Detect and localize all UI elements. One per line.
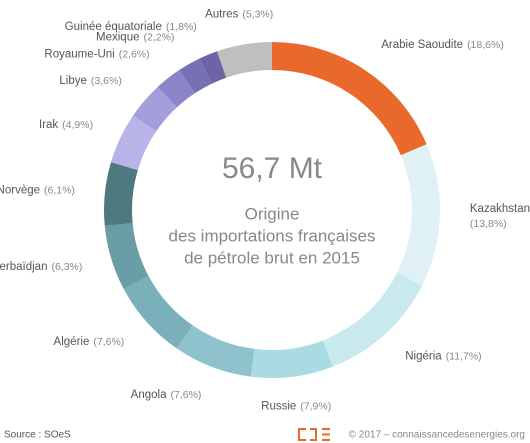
category-name: Arabie Saoudite <box>381 39 463 51</box>
slice-label: Russie (7,9%) <box>261 400 331 412</box>
category-name: Guinée équatoriale <box>65 21 162 33</box>
category-name: Algérie <box>54 336 90 348</box>
slice-label: Irak (4,9%) <box>39 119 93 131</box>
slice-label: Guinée équatoriale (1,8%) <box>65 21 197 33</box>
center-title: Origine <box>245 204 300 223</box>
category-name: Mexique <box>96 32 139 44</box>
value-label: (1,8%) <box>166 21 197 33</box>
slice <box>272 42 427 156</box>
category-name: Azerbaïdjan <box>0 261 47 273</box>
value-label: (18,6%) <box>467 39 504 51</box>
slice <box>110 115 157 171</box>
slice-label: Arabie Saoudite (18,6%) <box>381 39 504 51</box>
slice-label: Angola (7,6%) <box>131 389 202 401</box>
category-name: Royaume-Uni <box>44 48 114 60</box>
category-name: Norvège <box>0 185 40 197</box>
value-label: (13,8%) <box>470 218 507 230</box>
slice <box>199 51 227 84</box>
slice-label: Azerbaïdjan (6,3%) <box>0 261 82 273</box>
slice-label: Norvège (6,1%) <box>0 185 75 197</box>
slice <box>250 340 333 378</box>
category-name: Russie <box>261 401 296 413</box>
category-name: Kazakhstan <box>470 203 530 215</box>
value-label: (7,9%) <box>300 400 331 412</box>
slice <box>179 58 212 94</box>
category-name: Irak <box>39 119 58 131</box>
slice <box>322 272 423 367</box>
value-label: (3,6%) <box>91 75 122 87</box>
slice-label: Libye (3,6%) <box>59 75 121 87</box>
slice <box>104 162 138 226</box>
category-name: Nigéria <box>405 350 442 362</box>
slice <box>217 42 272 78</box>
value-label: (7,6%) <box>170 389 201 401</box>
center-title: de pétrole brut en 2015 <box>184 248 360 267</box>
logo <box>298 428 330 441</box>
slice-label: Nigéria (11,7%) <box>405 350 481 362</box>
slice-label: Royaume-Uni (2,6%) <box>44 48 149 60</box>
slice-label: Autres (5,3%) <box>205 9 273 21</box>
slice <box>397 144 441 286</box>
category-name: Angola <box>131 389 167 401</box>
slice <box>157 69 195 108</box>
center-title: des importations françaises <box>169 226 376 245</box>
value-label: (6,1%) <box>44 185 75 197</box>
value-label: (2,2%) <box>144 31 175 43</box>
logo-mark <box>298 428 330 441</box>
value-label: (11,7%) <box>446 350 482 362</box>
category-name: Autres <box>205 9 238 21</box>
slice-label: Algérie (7,6%) <box>54 336 125 348</box>
slice <box>176 325 255 377</box>
slice <box>104 223 149 290</box>
credit: © 2017 – connaissancedesenergies.org <box>349 430 525 441</box>
slices <box>104 42 441 378</box>
category-name: Libye <box>59 75 87 87</box>
slice <box>123 275 193 349</box>
slice <box>133 86 177 132</box>
source: Source : SOeS <box>4 430 71 441</box>
total-label: 56,7 Mt <box>222 152 323 185</box>
value-label: (6,3%) <box>51 261 82 273</box>
value-label: (7,6%) <box>93 336 124 348</box>
slice-label: Kazakhstan (13,8%) <box>470 203 530 230</box>
value-label: (2,6%) <box>119 48 150 60</box>
slice-label: Mexique (2,2%) <box>96 31 174 43</box>
value-label: (5,3%) <box>242 9 273 21</box>
value-label: (4,9%) <box>62 119 93 131</box>
